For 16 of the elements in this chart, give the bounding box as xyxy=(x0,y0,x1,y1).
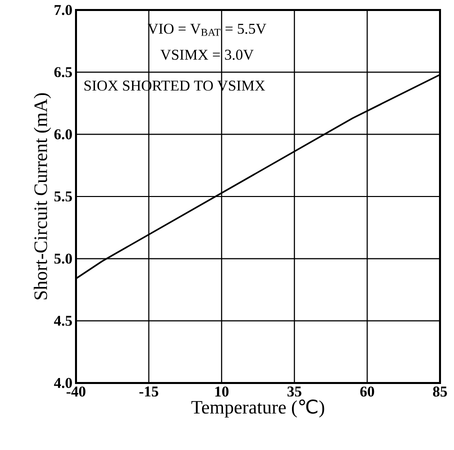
y-tick-label: 5.0 xyxy=(54,254,72,264)
y-axis-title: Short-Circuit Current (mA) xyxy=(34,93,51,300)
y-tick-label: 4.5 xyxy=(54,316,72,326)
x-axis-title: Temperature (℃) xyxy=(191,399,324,418)
y-tick-label: 6.5 xyxy=(54,67,72,78)
x-tick-label: 35 xyxy=(287,386,302,397)
x-tick-label: 60 xyxy=(360,386,374,397)
x-tick-label: -40 xyxy=(66,386,86,397)
y-tick-label: 7.0 xyxy=(54,4,72,16)
y-tick-label: 6.0 xyxy=(54,129,72,140)
y-tick-label: 4.0 xyxy=(54,378,72,388)
annotation: VSIMX = 3.0V xyxy=(160,50,254,60)
x-tick-label: 10 xyxy=(215,386,229,397)
y-tick-label: 5.5 xyxy=(54,192,72,202)
x-tick-label: 85 xyxy=(433,386,447,397)
x-tick-label: -15 xyxy=(139,386,158,397)
